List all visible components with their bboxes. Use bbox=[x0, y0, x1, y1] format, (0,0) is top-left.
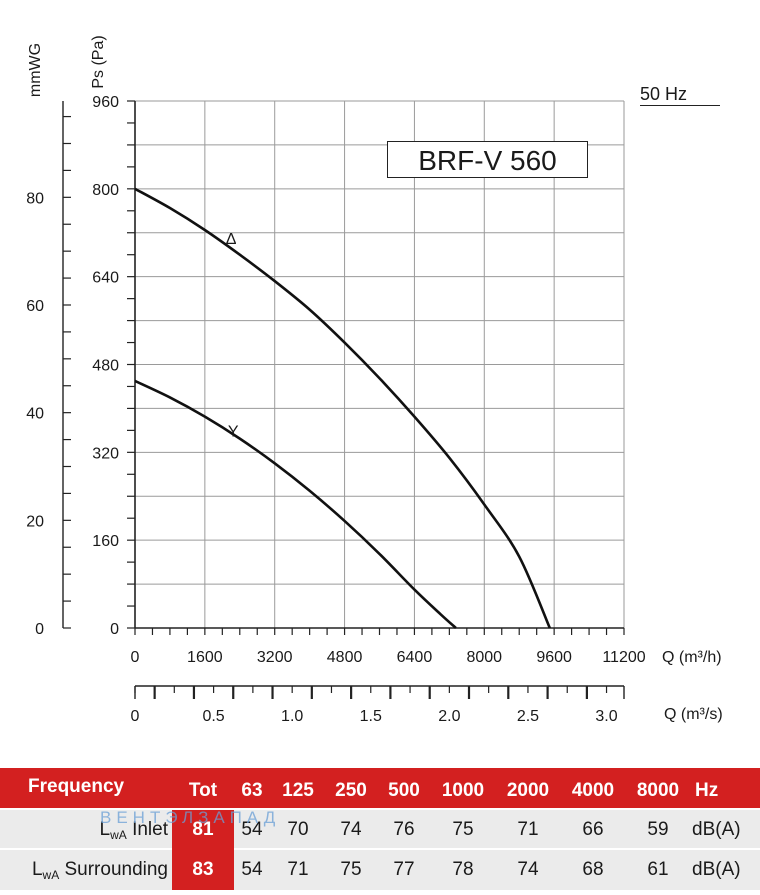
x-tick-label: 11200 bbox=[602, 649, 645, 666]
x-tick-label: 0 bbox=[131, 649, 140, 666]
band-value: 54 bbox=[241, 859, 263, 880]
header-cell: 250 bbox=[335, 780, 367, 801]
x-tick-label: 1600 bbox=[187, 649, 223, 666]
band-value: 68 bbox=[582, 859, 604, 880]
table-row bbox=[0, 810, 760, 848]
x2-axis-title: Q (m³/s) bbox=[664, 706, 723, 723]
band-value: 61 bbox=[647, 859, 669, 880]
header-cell: 2000 bbox=[506, 780, 550, 801]
band-value: 76 bbox=[393, 819, 415, 840]
series-label-0: Δ bbox=[226, 231, 237, 248]
grid-lines bbox=[134, 100, 625, 629]
band-value: 74 bbox=[517, 859, 539, 880]
x-tick-label: 4800 bbox=[327, 649, 363, 666]
model-title: BRF-V 560 bbox=[387, 141, 588, 178]
y-tick-label: 960 bbox=[92, 94, 119, 111]
y-tick-label: 0 bbox=[110, 621, 119, 638]
x2-tick-label: 2.0 bbox=[438, 708, 460, 725]
x2-tick-label: 3.0 bbox=[595, 708, 617, 725]
total-column-highlight bbox=[172, 810, 234, 890]
header-unit: Hz bbox=[695, 780, 719, 801]
series-group: ΔY bbox=[134, 187, 551, 629]
band-value: 54 bbox=[241, 819, 263, 840]
mmwg-tick-label: 40 bbox=[26, 406, 44, 423]
row-label-part: wA bbox=[110, 828, 127, 842]
band-value: 75 bbox=[340, 859, 362, 880]
header-cell: 1000 bbox=[441, 780, 485, 801]
y-tick-label: 160 bbox=[92, 533, 119, 550]
watermark-text: ВЕНТЭЛЗАПАД bbox=[100, 808, 281, 827]
mmwg-tick-label: 20 bbox=[26, 513, 44, 530]
band-value: 71 bbox=[287, 859, 309, 880]
series-line-0 bbox=[134, 187, 551, 629]
unit-label: dB(A) bbox=[692, 819, 741, 840]
header-frequency: Frequency bbox=[28, 776, 125, 797]
band-value: 74 bbox=[340, 819, 362, 840]
x-tick-label: 6400 bbox=[397, 649, 433, 666]
band-value: 71 bbox=[517, 819, 539, 840]
header-cell: 500 bbox=[388, 780, 420, 801]
series-line-1 bbox=[134, 379, 457, 629]
band-value: 70 bbox=[287, 819, 309, 840]
mmwg-tick-label: 0 bbox=[35, 621, 44, 638]
row-label-part: wA bbox=[42, 868, 60, 882]
row-label-part: Surrounding bbox=[59, 859, 168, 880]
x2-tick-label: 0.5 bbox=[202, 708, 224, 725]
total-value: 81 bbox=[192, 819, 214, 840]
x-tick-label: 3200 bbox=[257, 649, 293, 666]
total-value: 83 bbox=[192, 859, 214, 880]
row-label: LwA Inlet bbox=[100, 819, 168, 842]
x2-tick-label: 0 bbox=[131, 708, 140, 725]
frequency-underline bbox=[640, 105, 720, 106]
x-tick-label: 8000 bbox=[466, 649, 502, 666]
band-value: 75 bbox=[452, 819, 474, 840]
x-axis-title: Q (m³/h) bbox=[662, 649, 722, 666]
y-tick-label: 800 bbox=[92, 182, 119, 199]
row-label: LwA Surrounding bbox=[32, 859, 168, 882]
y-tick-label: 480 bbox=[92, 358, 119, 375]
mmwg-tick-label: 80 bbox=[26, 190, 44, 207]
series-label-1: Y bbox=[228, 423, 239, 440]
x2-tick-label: 1.5 bbox=[360, 708, 382, 725]
x2-tick-label: 2.5 bbox=[517, 708, 539, 725]
y-tick-label: 640 bbox=[92, 270, 119, 287]
header-cell: Tot bbox=[188, 780, 218, 801]
pa-axis-title: Ps (Pa) bbox=[90, 35, 107, 88]
y-tick-label: 320 bbox=[92, 445, 119, 462]
header-cell: 4000 bbox=[571, 780, 615, 801]
frequency-label: 50 Hz bbox=[640, 84, 688, 104]
axes bbox=[62, 100, 625, 699]
x2-tick-label: 1.0 bbox=[281, 708, 303, 725]
mmwg-tick-label: 60 bbox=[26, 298, 44, 315]
band-value: 59 bbox=[647, 819, 669, 840]
x-tick-label: 9600 bbox=[536, 649, 572, 666]
row-label-part: L bbox=[99, 819, 111, 840]
unit-label: dB(A) bbox=[692, 859, 741, 880]
mmwg-axis-title: mmWG bbox=[27, 43, 44, 97]
band-value: 77 bbox=[393, 859, 415, 880]
header-cell: 8000 bbox=[636, 780, 680, 801]
header-cell: 125 bbox=[282, 780, 314, 801]
table-header-row bbox=[0, 768, 760, 808]
band-value: 66 bbox=[582, 819, 604, 840]
sound-power-table: Frequency Tot 63 125 250 500 1000 2000 4000 8000 H… bbox=[0, 768, 760, 890]
header-cell: 63 bbox=[241, 780, 263, 801]
table-row bbox=[0, 850, 760, 890]
row-label-part: Inlet bbox=[126, 819, 168, 840]
band-value: 78 bbox=[452, 859, 474, 880]
row-label-part: L bbox=[31, 859, 43, 880]
